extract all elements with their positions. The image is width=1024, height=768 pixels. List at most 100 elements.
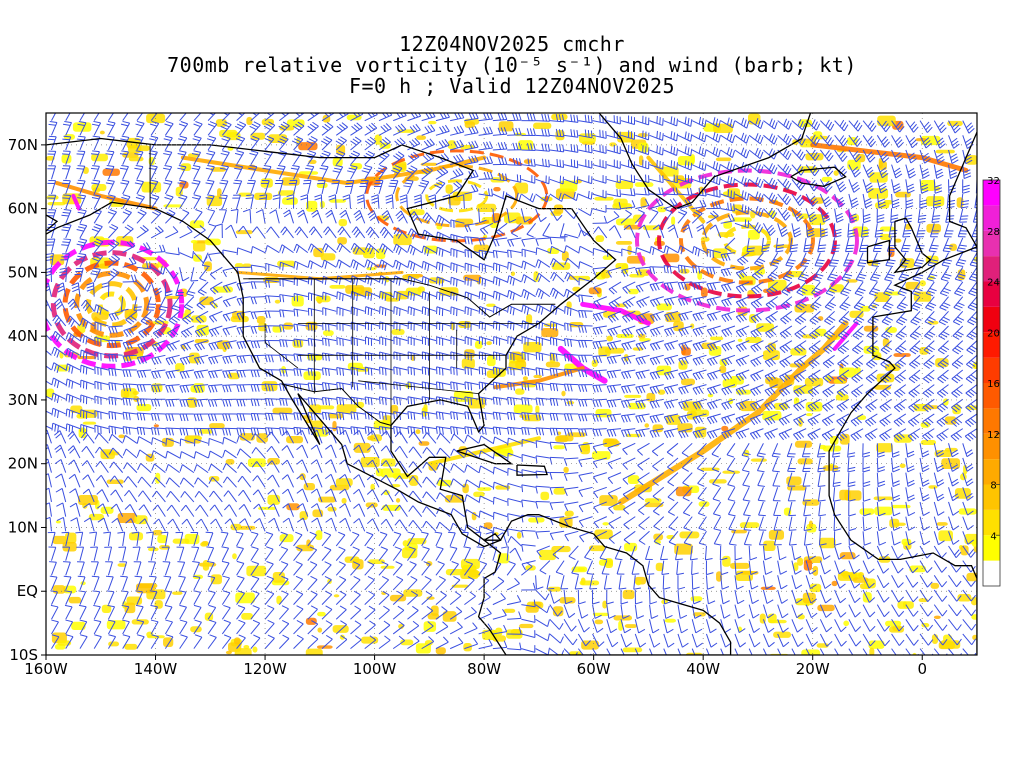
wind-barb	[720, 575, 730, 590]
wind-barb	[407, 575, 418, 591]
wind-barb	[521, 260, 536, 270]
wind-barb	[952, 325, 964, 340]
wind-barb	[108, 223, 119, 239]
wind-barb	[862, 531, 872, 546]
wind-barb	[966, 340, 977, 355]
wind-barb	[236, 605, 246, 620]
wind-barb	[378, 605, 390, 620]
wind-barb	[367, 518, 380, 532]
wind-barb	[222, 413, 237, 422]
vorticity-patch	[157, 534, 168, 544]
wind-barb	[264, 245, 280, 254]
wind-barb	[421, 575, 432, 591]
wind-barb	[264, 531, 274, 547]
wind-barb	[207, 450, 223, 459]
wind-barb	[56, 502, 67, 517]
wind-barb	[450, 463, 465, 474]
vorticity-patch	[276, 595, 282, 605]
wind-barb	[307, 634, 319, 649]
wind-barb	[450, 125, 465, 136]
lon-tick-label: 40W	[686, 660, 720, 678]
wind-barb	[663, 145, 679, 156]
wind-barb	[578, 339, 593, 348]
vorticity-patch	[78, 495, 98, 505]
wind-barb	[353, 474, 366, 488]
wind-barb	[773, 501, 781, 516]
vorticity-patch	[794, 304, 815, 313]
wind-barb	[478, 591, 491, 606]
colorbar-segment	[983, 560, 1000, 586]
wind-barb	[549, 530, 565, 541]
wind-barb	[663, 589, 672, 605]
wind-barb	[919, 164, 930, 179]
wind-barb	[463, 546, 471, 561]
wind-barb	[408, 431, 423, 444]
wind-barb	[721, 296, 736, 308]
wind-barb	[678, 384, 693, 395]
vorticity-patch	[332, 625, 349, 633]
vorticity-patch	[234, 648, 252, 655]
wind-barb	[620, 589, 629, 605]
wind-barb	[734, 545, 743, 561]
wind-barb	[336, 381, 351, 391]
wind-barb	[735, 354, 750, 367]
vorticity-patch	[233, 637, 241, 645]
vorticity-patch	[428, 120, 437, 125]
wind-barb	[876, 589, 890, 603]
wind-barb	[435, 139, 450, 151]
wind-barb	[521, 630, 536, 638]
vorticity-canada	[395, 164, 519, 228]
vorticity-patch	[172, 591, 183, 595]
wind-barb	[848, 193, 859, 209]
vorticity-patch	[616, 334, 634, 339]
wind-barb	[450, 411, 465, 421]
vorticity-patch	[256, 433, 268, 443]
wind-barb	[293, 605, 304, 620]
wind-barb	[364, 635, 377, 650]
vorticity-patch	[595, 408, 612, 418]
wind-barb	[293, 620, 304, 635]
wind-barb	[161, 546, 170, 561]
vorticity-patch	[715, 157, 732, 162]
wind-barb	[735, 325, 750, 338]
wind-barb	[698, 531, 707, 546]
wind-barb	[351, 226, 366, 239]
wind-barb	[705, 633, 718, 648]
wind-barb	[777, 619, 789, 633]
vorticity-patch	[473, 244, 490, 252]
wind-barb	[122, 434, 138, 444]
wind-barb	[165, 477, 180, 488]
vorticity-patch	[256, 316, 266, 324]
vorticity-patch	[49, 254, 65, 266]
wind-barb	[748, 545, 758, 561]
wind-barb	[521, 248, 536, 258]
wind-barb	[450, 366, 465, 376]
wind-barb	[268, 517, 280, 532]
wind-barb	[750, 296, 764, 309]
wind-barb	[713, 516, 722, 532]
wind-barb	[743, 501, 751, 517]
wind-barb	[435, 124, 450, 136]
vorticity-patch	[580, 444, 591, 455]
wind-barb	[734, 117, 750, 129]
vorticity-patch	[274, 299, 281, 304]
vorticity-patch	[250, 132, 266, 140]
wind-barb	[857, 252, 868, 267]
wind-barb	[940, 267, 952, 282]
vorticity-patch	[579, 580, 600, 586]
wind-barb	[649, 648, 653, 655]
wind-barb	[535, 288, 551, 300]
wind-barb	[791, 545, 802, 561]
vorticity-patch	[375, 248, 386, 259]
wind-barb	[164, 590, 172, 605]
vorticity-patch	[175, 363, 185, 372]
vorticity-patch	[46, 155, 55, 161]
wind-barb	[264, 427, 280, 436]
wind-barb	[577, 619, 590, 633]
vorticity-patch	[409, 209, 425, 216]
vorticity-patch	[804, 602, 810, 607]
wind-barb	[606, 604, 616, 619]
wind-barb	[307, 561, 318, 576]
vorticity-patch	[654, 540, 662, 545]
wind-barb	[195, 504, 209, 517]
